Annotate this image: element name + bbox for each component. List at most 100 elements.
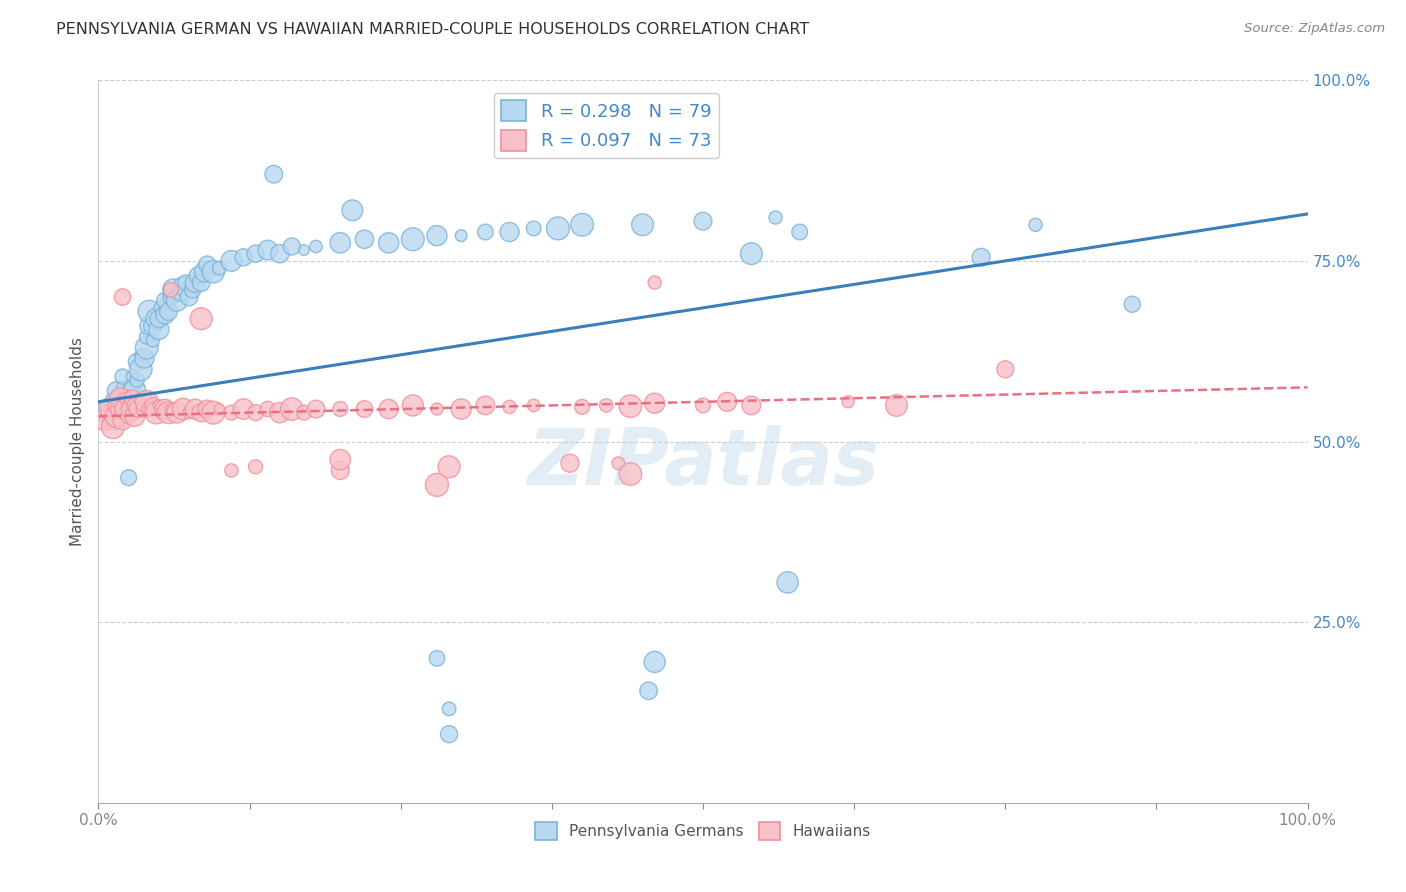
Point: [111, 380, 134, 394]
Point: [426, 402, 449, 417]
Point: [426, 228, 449, 243]
Point: [195, 402, 218, 417]
Point: [292, 243, 315, 257]
Point: [134, 402, 156, 417]
Point: [105, 409, 128, 424]
Point: [377, 402, 399, 417]
Point: [127, 402, 149, 417]
Text: PENNSYLVANIA GERMAN VS HAWAIIAN MARRIED-COUPLE HOUSEHOLDS CORRELATION CHART: PENNSYLVANIA GERMAN VS HAWAIIAN MARRIED-…: [56, 22, 810, 37]
Point: [190, 276, 212, 290]
Point: [474, 225, 496, 239]
Point: [184, 402, 207, 417]
Point: [100, 406, 122, 420]
Point: [127, 373, 149, 387]
Point: [402, 398, 425, 412]
Point: [245, 459, 267, 474]
Point: [558, 456, 581, 470]
Point: [740, 398, 762, 412]
Point: [145, 406, 167, 420]
Point: [166, 293, 188, 308]
Point: [142, 334, 165, 348]
Point: [108, 391, 131, 405]
Point: [93, 409, 115, 424]
Point: [100, 402, 122, 417]
Point: [138, 304, 160, 318]
Point: [97, 406, 120, 420]
Point: [124, 398, 146, 412]
Point: [281, 239, 304, 253]
Point: [105, 384, 128, 398]
Point: [172, 279, 194, 293]
Point: [114, 391, 136, 405]
Point: [187, 268, 209, 283]
Point: [970, 250, 993, 264]
Point: [789, 225, 811, 239]
Point: [837, 394, 859, 409]
Point: [426, 478, 449, 492]
Point: [101, 413, 124, 427]
Point: [111, 369, 134, 384]
Point: [765, 211, 787, 225]
Point: [437, 702, 460, 716]
Point: [619, 467, 641, 481]
Point: [121, 369, 143, 384]
Point: [142, 398, 165, 412]
Point: [169, 286, 191, 301]
Point: [97, 402, 120, 417]
Point: [269, 246, 291, 260]
Y-axis label: Married-couple Households: Married-couple Households: [69, 337, 84, 546]
Point: [437, 727, 460, 741]
Point: [127, 355, 149, 369]
Point: [1024, 218, 1046, 232]
Point: [114, 398, 136, 412]
Point: [1121, 297, 1143, 311]
Point: [190, 406, 212, 420]
Point: [174, 276, 197, 290]
Point: [631, 218, 654, 232]
Point: [138, 318, 160, 333]
Point: [281, 402, 304, 417]
Point: [208, 402, 231, 417]
Text: ZIPatlas: ZIPatlas: [527, 425, 879, 501]
Point: [121, 402, 143, 417]
Point: [292, 406, 315, 420]
Point: [523, 398, 546, 412]
Point: [160, 290, 183, 304]
Point: [194, 265, 217, 279]
Point: [148, 398, 170, 412]
Point: [450, 402, 472, 417]
Point: [523, 221, 546, 235]
Point: [329, 402, 352, 417]
Point: [172, 402, 194, 417]
Point: [135, 341, 157, 355]
Point: [114, 402, 136, 417]
Point: [498, 225, 520, 239]
Point: [93, 413, 115, 427]
Point: [111, 413, 134, 427]
Point: [118, 398, 141, 412]
Point: [181, 283, 204, 297]
Point: [202, 406, 225, 420]
Point: [221, 253, 243, 268]
Point: [160, 402, 183, 417]
Point: [129, 362, 152, 376]
Legend: Pennsylvania Germans, Hawaiians: Pennsylvania Germans, Hawaiians: [529, 816, 877, 846]
Point: [619, 399, 641, 413]
Point: [644, 655, 666, 669]
Point: [571, 218, 593, 232]
Point: [342, 203, 364, 218]
Point: [353, 402, 375, 417]
Point: [269, 406, 291, 420]
Point: [153, 402, 176, 417]
Point: [776, 575, 799, 590]
Point: [886, 398, 908, 412]
Point: [994, 362, 1017, 376]
Point: [157, 406, 180, 420]
Point: [607, 456, 630, 470]
Point: [138, 402, 160, 417]
Point: [150, 406, 173, 420]
Point: [329, 463, 352, 477]
Point: [108, 402, 131, 417]
Point: [245, 246, 267, 260]
Point: [160, 283, 183, 297]
